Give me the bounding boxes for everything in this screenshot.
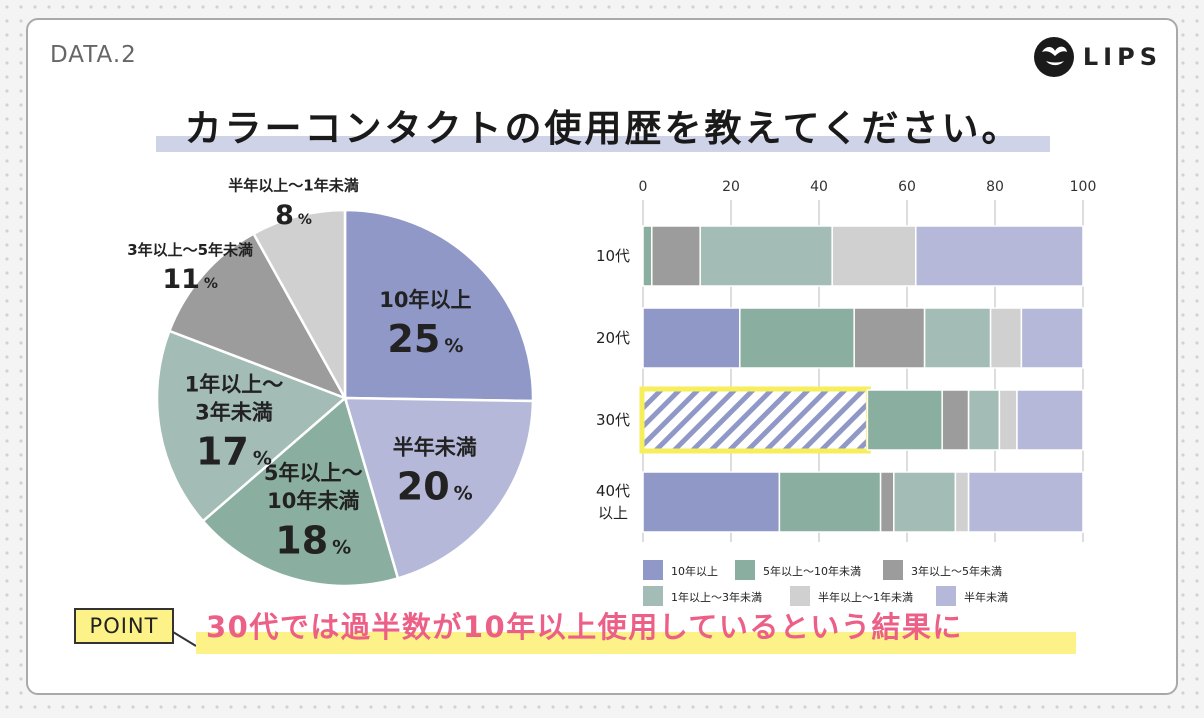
legend-swatch: [790, 586, 810, 606]
bar-segment: [642, 225, 653, 287]
lips-logo-icon: [1033, 37, 1074, 77]
title-underline: [156, 136, 1050, 152]
pie-slice: [343, 208, 535, 403]
y-category-text: 10代: [596, 247, 630, 265]
x-tick-label: 80: [986, 179, 1004, 195]
pie-value: 17%: [196, 430, 272, 474]
data-label: DATA.2: [50, 42, 137, 68]
bar-segment: [954, 471, 970, 533]
pie-value: 20%: [397, 464, 473, 508]
pie-label-text: 3年未満: [195, 401, 273, 425]
legend-swatch: [643, 586, 663, 606]
bar-segment: [923, 307, 992, 369]
pie-label: 半年以上～1年未満 8%: [228, 177, 358, 231]
legend-item: 半年以上～1年未満: [790, 586, 913, 606]
bar-segment: [998, 389, 1018, 451]
legend-swatch: [936, 586, 956, 606]
pie-label: 半年未満 20%: [393, 435, 477, 508]
pie-label-text: 半年以上～1年未満: [228, 177, 358, 195]
bar-segment: [699, 225, 833, 287]
bar-segment: [893, 471, 957, 533]
pie-label: 1年以上～ 3年未満 17%: [185, 373, 284, 474]
pie-label-text: 5年以上～: [264, 461, 363, 485]
bar-segment: [941, 389, 970, 451]
bar-segment: [967, 471, 1084, 533]
pie-slice: [343, 396, 535, 580]
y-category-text: 30代: [596, 411, 630, 429]
point-text: 30代では過半数が10年以上使用しているという結果に: [206, 610, 963, 644]
bar-segment: [778, 471, 882, 533]
y-category-text: 20代: [596, 329, 630, 347]
pie-label-text: 10年未満: [267, 489, 359, 513]
pie-slice: [167, 232, 348, 401]
logo: LIPS: [1033, 36, 1162, 78]
pie-slice: [251, 208, 347, 403]
pie-label-text: 半年未満: [393, 435, 477, 459]
bar-segment: [915, 225, 1084, 287]
point-highlight: [196, 632, 1076, 654]
title-area: カラーコンタクトの使用歴を教えてください。: [156, 98, 1050, 154]
legend-item: 5年以上～10年未満: [735, 560, 861, 580]
pie-label-text: 3年以上～5年未満: [127, 241, 253, 259]
pie-label: 5年以上～ 10年未満 18%: [264, 461, 363, 562]
legend-item: 3年以上～5年未満: [883, 560, 1002, 580]
x-tick-label: 60: [898, 179, 916, 195]
legend-item: 10年以上: [643, 560, 718, 580]
bar-segment: [967, 389, 1001, 451]
y-category-label: 10代: [596, 247, 630, 265]
pie-label: 10年以上 25%: [379, 288, 471, 361]
legend-label: 5年以上～10年未満: [763, 564, 861, 578]
logo-text: LIPS: [1082, 43, 1162, 71]
legend-item: 1年以上～3年未満: [643, 586, 762, 606]
pie-label-text: 10年以上: [379, 288, 471, 312]
point-badge: POINT: [74, 608, 174, 644]
legend-label: 3年以上～5年未満: [911, 564, 1002, 578]
pie-value: 18%: [275, 518, 351, 562]
bar-segment: [642, 471, 781, 533]
bar-segment: [831, 225, 917, 287]
pie-label-text: 1年以上～: [185, 373, 284, 397]
bar-segment: [866, 389, 943, 451]
y-category-text: 40代: [596, 482, 630, 500]
bar-segment: [642, 307, 741, 369]
y-category-label: 30代: [596, 411, 630, 429]
pie-value: 11%: [162, 264, 218, 295]
legend-label: 半年以上～1年未満: [818, 590, 913, 604]
pie-slice: [201, 395, 400, 588]
y-category-label: 20代: [596, 329, 630, 347]
x-tick-label: 100: [1070, 179, 1097, 195]
bar-segment: [739, 307, 855, 369]
page-title: カラーコンタクトの使用歴を教えてください。: [184, 107, 1022, 150]
legend-item: 半年未満: [936, 586, 1008, 606]
bar-segment: [642, 389, 869, 451]
legend-swatch: [735, 560, 755, 580]
x-tick-label: 20: [722, 179, 740, 195]
x-tick-label: 0: [639, 179, 648, 195]
pie-slice: [155, 329, 348, 523]
bar-segment: [1016, 389, 1084, 451]
bar-segment: [853, 307, 926, 369]
bar-segment: [1020, 307, 1084, 369]
bar-segment: [989, 307, 1023, 369]
legend-swatch: [883, 560, 903, 580]
legend-label: 半年未満: [964, 590, 1008, 604]
pie-value: 8%: [275, 200, 312, 231]
legend-label: 1年以上～3年未満: [671, 590, 762, 604]
pie-value: 25%: [387, 317, 463, 361]
pie-label: 3年以上～5年未満 11%: [127, 241, 253, 295]
y-category-text: 以上: [598, 504, 628, 522]
bar-segment: [651, 225, 701, 287]
bar-segment: [879, 471, 895, 533]
legend-swatch: [643, 560, 663, 580]
legend-label: 10年以上: [671, 564, 718, 578]
x-tick-label: 40: [810, 179, 828, 195]
pie-chart: 10年以上 25 % 半年未満 20 % 5年以上～ 10年未満 18 % 1年以上～ 3年未満 17%…: [127, 177, 535, 588]
point-tail: [172, 620, 197, 647]
